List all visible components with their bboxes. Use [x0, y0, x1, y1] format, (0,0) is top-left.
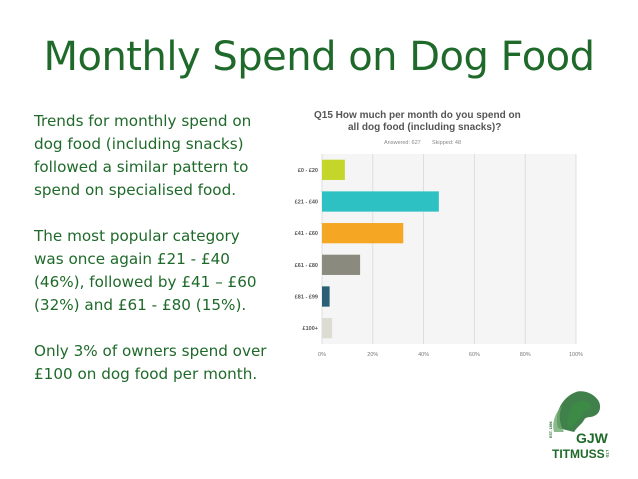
- x-tick-label: 20%: [367, 352, 378, 358]
- horse-head-logo-icon: GJW TITMUSS EST. 1896 LTD: [549, 391, 610, 461]
- bar: [322, 286, 330, 307]
- company-logo: GJW TITMUSS EST. 1896 LTD: [548, 386, 614, 466]
- paragraph-popular: The most popular category was once again…: [34, 227, 257, 314]
- bar: [322, 223, 404, 244]
- category-label: £81 - £99: [295, 295, 318, 301]
- x-tick-label: 80%: [520, 352, 531, 358]
- bar: [322, 159, 345, 180]
- body-text: Trends for monthly spend on dog food (in…: [34, 110, 274, 409]
- chart-title-line1: Q15 How much per month do you spend on: [314, 110, 521, 121]
- bar-chart-svg: Q15 How much per month do you spend on a…: [295, 110, 583, 358]
- category-label: £0 - £20: [298, 168, 318, 174]
- category-label: £41 - £60: [295, 231, 318, 237]
- x-tick-label: 40%: [418, 352, 429, 358]
- x-tick-label: 0%: [318, 352, 326, 358]
- category-label: £21 - £40: [295, 200, 318, 206]
- x-tick-label: 60%: [469, 352, 480, 358]
- chart-answered: Answered: 627: [384, 140, 421, 146]
- paragraph-trends: Trends for monthly spend on dog food (in…: [34, 112, 252, 199]
- x-tick-label: 100%: [569, 352, 583, 358]
- bar: [322, 254, 361, 275]
- plot-area: 0% 20% 40% 60% 80% 100% £0 - £20 £21 - £40 £41 -…: [295, 154, 583, 358]
- paragraph-over-100: Only 3% of owners spend over £100 on dog…: [34, 342, 267, 383]
- slide-title: Monthly Spend on Dog Food: [43, 34, 595, 80]
- category-label: £100+: [303, 326, 318, 332]
- chart-skipped: Skipped: 48: [432, 140, 461, 146]
- logo-text-ltd: LTD: [605, 450, 610, 458]
- logo-text-est: EST. 1896: [549, 421, 553, 438]
- logo-text-gjw: GJW: [576, 430, 609, 446]
- logo-text-titmuss: TITMUSS: [552, 447, 605, 461]
- chart-title-line2: all dog food (including snacks)?: [348, 122, 501, 133]
- bar: [322, 318, 333, 339]
- plot-background: [322, 154, 576, 344]
- bar: [322, 191, 439, 212]
- bar-chart: Q15 How much per month do you spend on a…: [280, 104, 590, 374]
- category-label: £61 - £80: [295, 263, 318, 269]
